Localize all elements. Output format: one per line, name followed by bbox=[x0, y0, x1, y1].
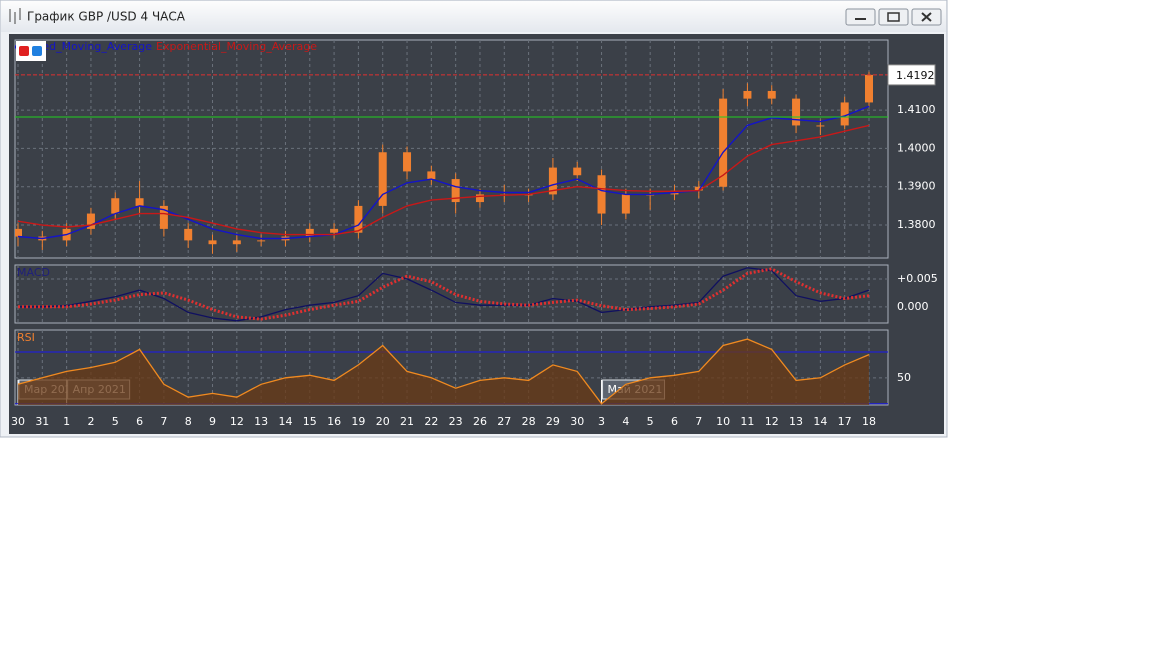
candle-body bbox=[184, 228, 193, 241]
candle-body bbox=[743, 90, 752, 99]
price-plot bbox=[15, 71, 873, 254]
x-tick-label: 17 bbox=[838, 415, 852, 428]
x-tick-label: 21 bbox=[400, 415, 414, 428]
y-tick-label: 1.3800 bbox=[897, 218, 936, 231]
moving-average-line bbox=[17, 124, 870, 236]
candle-body bbox=[597, 175, 606, 214]
y-tick-label: 50 bbox=[897, 371, 911, 384]
panel-title: RSI bbox=[17, 331, 35, 344]
candle-body bbox=[378, 152, 387, 206]
price-label-box bbox=[887, 64, 936, 86]
legend-icon bbox=[19, 46, 29, 56]
candle-body bbox=[573, 167, 582, 176]
x-tick-label: 31 bbox=[35, 415, 49, 428]
app-icon bbox=[9, 8, 21, 24]
x-tick-label: 26 bbox=[473, 415, 487, 428]
x-tick-label: 30 bbox=[570, 415, 584, 428]
legend-icon bbox=[32, 46, 42, 56]
x-tick-label: 18 bbox=[862, 415, 876, 428]
candle-body bbox=[159, 205, 168, 229]
x-tick-label: 19 bbox=[351, 415, 365, 428]
minimize-button[interactable] bbox=[845, 8, 876, 26]
x-tick-label: 23 bbox=[449, 415, 463, 428]
close-button[interactable] bbox=[911, 8, 942, 26]
x-tick-label: 5 bbox=[112, 415, 119, 428]
x-tick-label: 11 bbox=[740, 415, 754, 428]
x-tick-label: 4 bbox=[622, 415, 629, 428]
y-tick-label: 1.4100 bbox=[897, 103, 936, 116]
candle-body bbox=[548, 167, 557, 195]
panel-frame bbox=[14, 39, 889, 259]
window-title: График GBP /USD 4 ЧАСА bbox=[27, 10, 186, 24]
candle-body bbox=[208, 240, 217, 245]
candle-body bbox=[621, 194, 630, 214]
moving-average-line bbox=[17, 105, 870, 240]
candle-body bbox=[15, 228, 22, 237]
x-tick-label: 6 bbox=[671, 415, 678, 428]
indicator-line bbox=[17, 338, 870, 405]
x-tick-label: 6 bbox=[136, 415, 143, 428]
indicator-line bbox=[18, 267, 870, 321]
candle-body bbox=[354, 205, 363, 233]
legend-entry: Exponential_Moving_Average bbox=[156, 40, 317, 53]
x-tick-label: 3 bbox=[598, 415, 605, 428]
x-tick-label: 30 bbox=[11, 415, 25, 428]
candle-body bbox=[232, 240, 241, 245]
x-tick-label: 14 bbox=[278, 415, 292, 428]
price-label: 1.4192 bbox=[896, 69, 935, 82]
candle-body bbox=[305, 228, 314, 237]
x-tick-label: 12 bbox=[230, 415, 244, 428]
title-bar bbox=[1, 1, 946, 32]
y-tick-label: 1.4000 bbox=[897, 141, 936, 154]
x-tick-label: 28 bbox=[522, 415, 536, 428]
candle-body bbox=[865, 74, 873, 103]
candle-body bbox=[86, 213, 95, 229]
x-tick-label: 7 bbox=[695, 415, 702, 428]
panel-frame bbox=[14, 264, 889, 324]
candle-body bbox=[816, 125, 825, 127]
x-tick-label: 13 bbox=[789, 415, 803, 428]
x-tick-label: 16 bbox=[327, 415, 341, 428]
panel-title: MACD bbox=[17, 266, 50, 279]
candle-body bbox=[330, 228, 339, 233]
x-tick-label: 27 bbox=[497, 415, 511, 428]
x-tick-label: 7 bbox=[160, 415, 167, 428]
maximize-button[interactable] bbox=[878, 8, 909, 26]
x-tick-label: 12 bbox=[765, 415, 779, 428]
x-tick-label: 10 bbox=[716, 415, 730, 428]
candle-body bbox=[451, 179, 460, 203]
x-tick-label: 1 bbox=[63, 415, 70, 428]
x-tick-label: 22 bbox=[424, 415, 438, 428]
y-tick-label: 1.3900 bbox=[897, 180, 936, 193]
y-tick-label: +0.005 bbox=[897, 272, 938, 285]
chart-area bbox=[9, 34, 944, 434]
x-tick-label: 13 bbox=[254, 415, 268, 428]
x-tick-label: 29 bbox=[546, 415, 560, 428]
area-fill bbox=[18, 339, 869, 405]
x-tick-label: 14 bbox=[813, 415, 827, 428]
candle-body bbox=[257, 240, 266, 242]
candle-body bbox=[475, 194, 484, 203]
candle-body bbox=[135, 198, 144, 206]
candle-body bbox=[719, 98, 728, 187]
candle-body bbox=[403, 152, 412, 172]
candle-body bbox=[427, 171, 436, 180]
x-tick-label: 20 bbox=[376, 415, 390, 428]
x-tick-label: 5 bbox=[647, 415, 654, 428]
candle-body bbox=[694, 186, 703, 191]
indicator-line bbox=[18, 267, 870, 322]
x-tick-label: 8 bbox=[185, 415, 192, 428]
candle-body bbox=[792, 98, 801, 126]
x-tick-label: 15 bbox=[303, 415, 317, 428]
x-tick-label: 2 bbox=[87, 415, 94, 428]
legend-entry: Linear_Weighted_Moving_Average bbox=[0, 40, 152, 53]
y-tick-label: 0.000 bbox=[897, 300, 929, 313]
candle-body bbox=[111, 198, 120, 214]
x-tick-label: 9 bbox=[209, 415, 216, 428]
candle-body bbox=[840, 102, 849, 126]
candle-body bbox=[767, 90, 776, 99]
